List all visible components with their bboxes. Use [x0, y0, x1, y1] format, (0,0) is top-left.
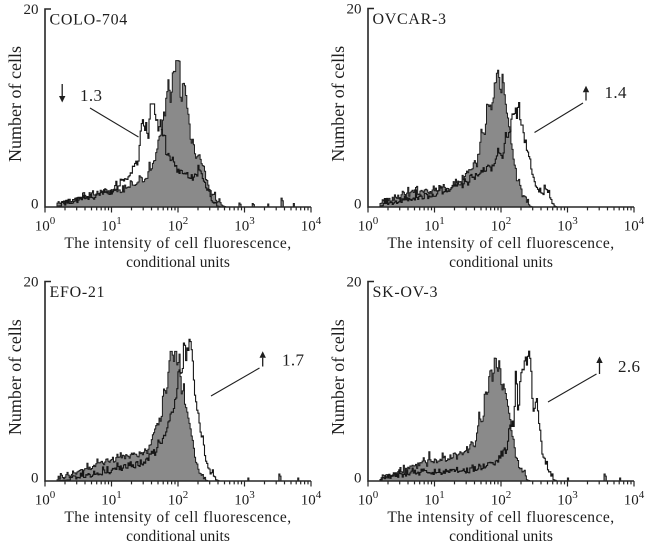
svg-text:The intensity of cell fluoresc: The intensity of cell fluorescence, [64, 509, 291, 526]
svg-text:0: 0 [354, 471, 362, 487]
svg-text:EFO-21: EFO-21 [50, 284, 106, 301]
svg-text:Number of cells: Number of cells [328, 319, 348, 435]
svg-text:OVCAR-3: OVCAR-3 [373, 11, 447, 28]
svg-text:SK-OV-3: SK-OV-3 [373, 284, 439, 301]
svg-text:1.4: 1.4 [605, 83, 628, 102]
svg-text:COLO-704: COLO-704 [50, 12, 128, 29]
svg-text:The intensity of cell fluoresc: The intensity of cell fluorescence, [387, 235, 614, 252]
svg-text:0: 0 [354, 197, 362, 213]
svg-text:The intensity of cell fluoresc: The intensity of cell fluorescence, [387, 509, 614, 526]
svg-text:2.6: 2.6 [618, 357, 640, 376]
svg-text:Number of cells: Number of cells [328, 46, 348, 162]
svg-text:1.3: 1.3 [80, 86, 102, 105]
svg-text:20: 20 [347, 275, 362, 291]
svg-text:conditional units: conditional units [449, 254, 553, 271]
svg-text:conditional units: conditional units [449, 528, 553, 545]
svg-text:1.7: 1.7 [282, 351, 305, 370]
svg-text:20: 20 [24, 275, 39, 291]
svg-text:0: 0 [31, 197, 39, 213]
svg-text:20: 20 [24, 2, 39, 18]
svg-text:Number of cells: Number of cells [5, 319, 25, 435]
svg-text:0: 0 [31, 471, 39, 487]
svg-text:20: 20 [347, 2, 362, 18]
svg-text:conditional units: conditional units [126, 528, 230, 545]
svg-text:The intensity of cell fluoresc: The intensity of cell fluorescence, [64, 235, 291, 252]
svg-text:Number of cells: Number of cells [5, 46, 25, 162]
svg-text:conditional units: conditional units [126, 254, 230, 271]
